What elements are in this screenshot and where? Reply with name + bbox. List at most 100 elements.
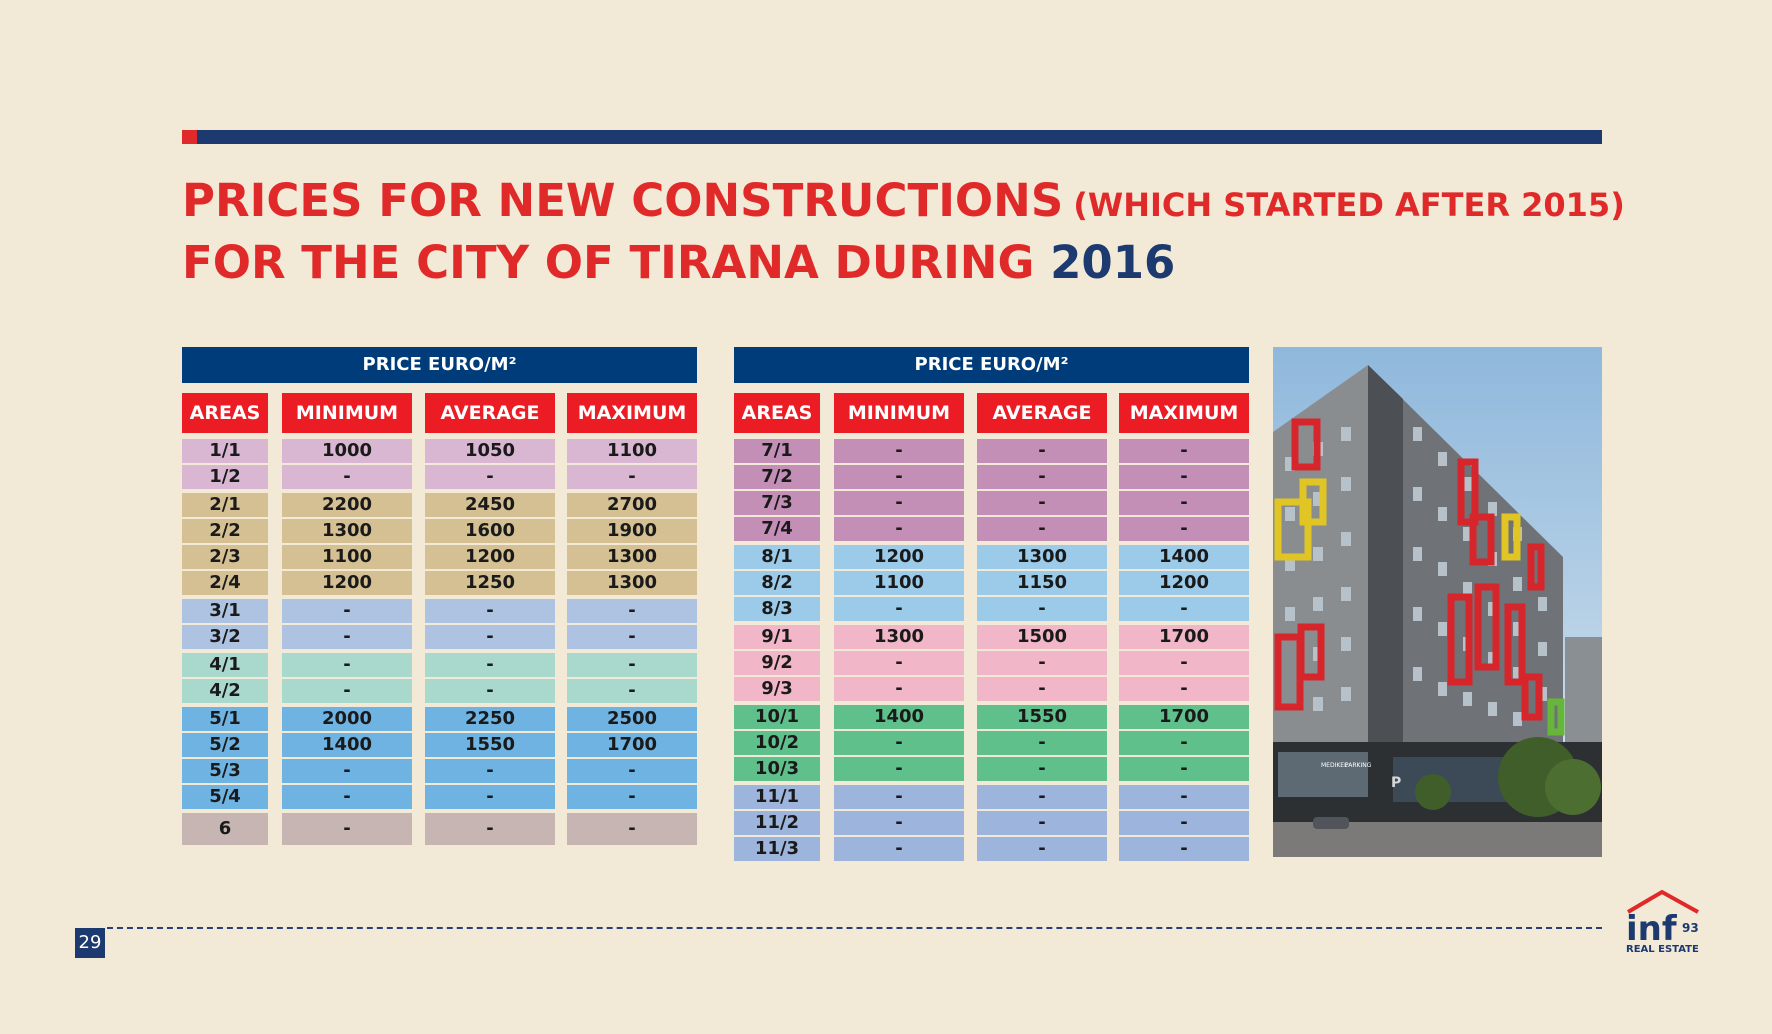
top-accent-bar (182, 130, 1602, 144)
minimum-cell: - (834, 731, 964, 755)
average-cell: 2250 (425, 707, 555, 731)
maximum-cell: - (567, 625, 697, 649)
table-row: 7/4- - - (734, 517, 1249, 541)
table-row: 2/1 2200 2450 2700 (182, 493, 697, 517)
table-row: 7/2- - - (734, 465, 1249, 489)
average-cell: 2450 (425, 493, 555, 517)
average-cell: 1500 (977, 625, 1107, 649)
minimum-cell: 1000 (282, 439, 412, 463)
average-cell: - (977, 811, 1107, 835)
area-cell: 10/3 (734, 757, 820, 781)
maximum-cell: - (1119, 757, 1249, 781)
minimum-cell: - (834, 439, 964, 463)
table-rows: 7/1- - -7/2- - -7/3- - -7/4- - -8/1 1200 1300 1400 8… (734, 439, 1249, 861)
average-cell: - (977, 837, 1107, 861)
maximum-cell: - (567, 679, 697, 703)
maximum-cell: 1700 (1119, 625, 1249, 649)
table-row: 4/2- - - (182, 679, 697, 703)
minimum-cell: - (834, 677, 964, 701)
average-cell: - (977, 677, 1107, 701)
minimum-cell: - (282, 653, 412, 677)
area-cell: 5/3 (182, 759, 268, 783)
maximum-cell: 1300 (567, 545, 697, 569)
average-cell: - (977, 439, 1107, 463)
area-cell: 2/4 (182, 571, 268, 595)
column-header-average: AVERAGE (977, 393, 1107, 433)
maximum-cell: - (1119, 517, 1249, 541)
price-table-left: PRICE EURO/M² AREAS MINIMUM AVERAGE MAXI… (182, 347, 697, 847)
maximum-cell: 1700 (567, 733, 697, 757)
area-cell: 4/1 (182, 653, 268, 677)
maximum-cell: 2500 (567, 707, 697, 731)
area-cell: 1/2 (182, 465, 268, 489)
minimum-cell: 1400 (282, 733, 412, 757)
minimum-cell: - (834, 465, 964, 489)
maximum-cell: - (1119, 811, 1249, 835)
column-header-areas: AREAS (182, 393, 268, 433)
maximum-cell: - (1119, 785, 1249, 809)
average-cell: - (425, 653, 555, 677)
table-row: 1/1 1000 1050 1100 (182, 439, 697, 463)
maximum-cell: 1100 (567, 439, 697, 463)
minimum-cell: 2200 (282, 493, 412, 517)
column-header-minimum: MINIMUM (282, 393, 412, 433)
area-cell: 9/3 (734, 677, 820, 701)
building-illustration: MEDIKEL PARKING P (1273, 347, 1602, 857)
table-row: 11/2- - - (734, 811, 1249, 835)
table-row: 5/4- - - (182, 785, 697, 809)
minimum-cell: - (282, 599, 412, 623)
table-row: 5/1 2000 2250 2500 (182, 707, 697, 731)
area-cell: 10/2 (734, 731, 820, 755)
maximum-cell: - (1119, 677, 1249, 701)
area-cell: 7/3 (734, 491, 820, 515)
building-photo: MEDIKEL PARKING P (1273, 347, 1602, 857)
table-row: 2/2 1300 1600 1900 (182, 519, 697, 543)
area-cell: 8/3 (734, 597, 820, 621)
table-row: 5/3- - - (182, 759, 697, 783)
table-row: 7/1- - - (734, 439, 1249, 463)
minimum-cell: - (282, 759, 412, 783)
area-cell: 7/1 (734, 439, 820, 463)
average-cell: - (977, 731, 1107, 755)
column-header-minimum: MINIMUM (834, 393, 964, 433)
column-headers: AREAS MINIMUM AVERAGE MAXIMUM (734, 393, 1249, 433)
minimum-cell: - (282, 785, 412, 809)
maximum-cell: - (1119, 491, 1249, 515)
area-cell: 5/4 (182, 785, 268, 809)
average-cell: 1550 (977, 705, 1107, 729)
area-cell: 8/2 (734, 571, 820, 595)
top-accent-red-block (182, 130, 197, 144)
table-row: 8/1 1200 1300 1400 (734, 545, 1249, 569)
average-cell: 1550 (425, 733, 555, 757)
average-cell: - (977, 465, 1107, 489)
table-row: 11/3- - - (734, 837, 1249, 861)
area-cell: 10/1 (734, 705, 820, 729)
maximum-cell: 1700 (1119, 705, 1249, 729)
average-cell: 1300 (977, 545, 1107, 569)
area-cell: 9/1 (734, 625, 820, 649)
table-row: 8/3- - - (734, 597, 1249, 621)
table-row: 2/4 1200 1250 1300 (182, 571, 697, 595)
sign-p-text: P (1391, 775, 1401, 791)
area-cell: 7/4 (734, 517, 820, 541)
price-header: PRICE EURO/M² (182, 347, 697, 383)
sign-right-text: PARKING (1345, 762, 1372, 769)
area-cell: 5/2 (182, 733, 268, 757)
table-row: 10/1 1400 1550 1700 (734, 705, 1249, 729)
average-cell: 1050 (425, 439, 555, 463)
average-cell: - (425, 625, 555, 649)
average-cell: - (977, 757, 1107, 781)
average-cell: - (425, 785, 555, 809)
area-cell: 7/2 (734, 465, 820, 489)
maximum-cell: - (1119, 651, 1249, 675)
minimum-cell: 1100 (282, 545, 412, 569)
maximum-cell: - (1119, 439, 1249, 463)
maximum-cell: - (567, 465, 697, 489)
page-title: PRICES FOR NEW CONSTRUCTIONS (WHICH START… (182, 172, 1625, 292)
minimum-cell: 1300 (834, 625, 964, 649)
table-row: 4/1- - - (182, 653, 697, 677)
average-cell: - (977, 785, 1107, 809)
minimum-cell: 1400 (834, 705, 964, 729)
minimum-cell: - (282, 679, 412, 703)
average-cell: - (425, 813, 555, 845)
